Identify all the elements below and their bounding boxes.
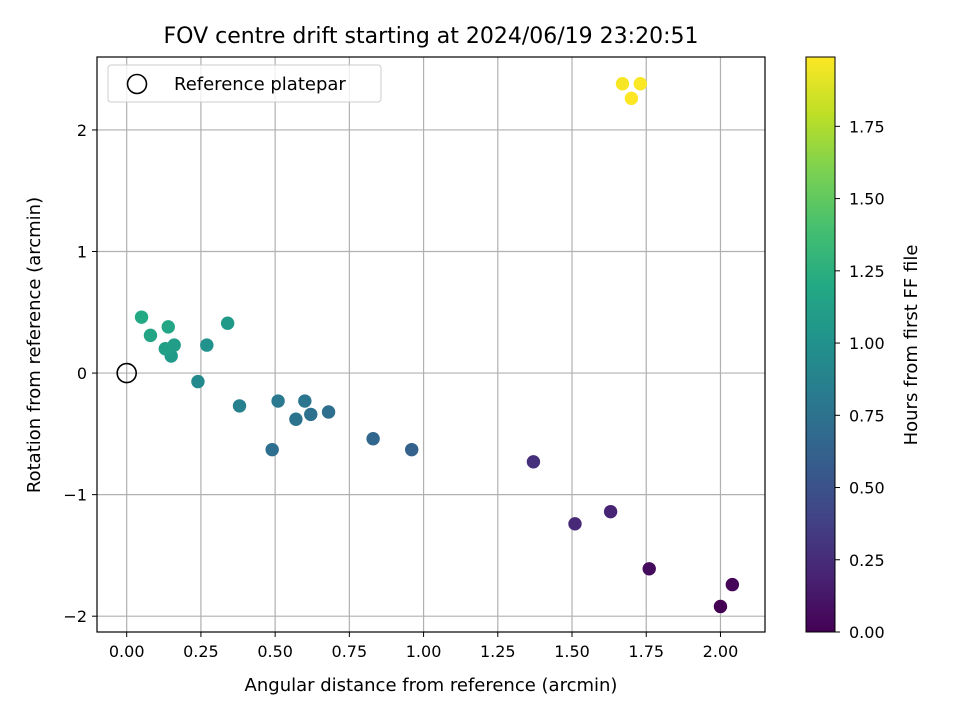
- colorbar-ticks: 0.00 0.25 0.50 0.75 1.00 1.25 1.50 1.75: [835, 117, 885, 642]
- colorbar-tick-label: 1.75: [849, 117, 885, 136]
- data-point: [289, 412, 303, 426]
- reference-platepar-marker: [116, 362, 137, 384]
- data-point: [642, 562, 656, 576]
- data-point: [271, 394, 285, 408]
- colorbar-tick-label: 0.75: [849, 406, 885, 425]
- chart-title: FOV centre drift starting at 2024/06/19 …: [164, 24, 699, 49]
- colorbar-tick-label: 1.25: [849, 262, 885, 281]
- data-point: [624, 91, 639, 106]
- data-point: [366, 432, 380, 446]
- x-tick-label: 0.25: [183, 642, 219, 661]
- data-point: [265, 442, 279, 457]
- data-point: [615, 77, 630, 91]
- y-tick-label: −2: [63, 607, 87, 626]
- data-point: [191, 374, 205, 389]
- colorbar-label: Hours from first FF file: [901, 245, 922, 446]
- data-point: [725, 577, 740, 592]
- data-point: [134, 310, 149, 324]
- data-point: [161, 320, 175, 334]
- grid-lines: [97, 57, 765, 632]
- x-axis-label: Angular distance from reference (arcmin): [245, 675, 618, 696]
- data-point: [633, 77, 648, 91]
- x-tick-label: 0.75: [332, 642, 368, 661]
- y-axis-ticks: −2 −1 0 1 2: [63, 121, 97, 626]
- y-tick-label: 2: [77, 121, 87, 140]
- data-point: [200, 338, 214, 352]
- x-tick-label: 1.25: [480, 642, 516, 661]
- plot-frame: [96, 56, 766, 633]
- x-tick-label: 1.50: [554, 642, 590, 661]
- data-point: [713, 599, 728, 614]
- data-point: [321, 405, 336, 419]
- x-tick-label: 1.00: [406, 642, 442, 661]
- y-tick-label: 0: [77, 364, 87, 383]
- x-tick-label: 2.00: [703, 642, 739, 661]
- legend-reference-marker: [126, 73, 148, 95]
- colorbar-tick-label: 1.00: [849, 334, 885, 353]
- data-point: [405, 442, 419, 457]
- x-tick-label: 1.75: [628, 642, 664, 661]
- y-axis-label: Rotation from reference (arcmin): [24, 197, 45, 493]
- x-tick-label: 0.00: [109, 642, 145, 661]
- x-axis-ticks: 0.00 0.25 0.50 0.75 1.00 1.25 1.50 1.75 2.00: [109, 632, 738, 661]
- data-point: [526, 455, 541, 469]
- data-point: [304, 407, 318, 422]
- data-point: [232, 399, 247, 413]
- colorbar-tick-label: 1.50: [849, 190, 885, 209]
- y-tick-label: −1: [63, 486, 87, 505]
- colorbar: [805, 56, 836, 633]
- data-point: [568, 517, 582, 531]
- y-tick-label: 1: [77, 243, 87, 262]
- legend: Reference platepar: [107, 64, 382, 103]
- colorbar-tick-label: 0.25: [849, 551, 885, 570]
- data-point: [298, 394, 312, 408]
- colorbar-tick-label: 0.50: [849, 479, 885, 498]
- x-tick-label: 0.50: [257, 642, 293, 661]
- legend-frame: [107, 64, 382, 103]
- data-points: [116, 77, 740, 614]
- data-point: [143, 328, 158, 343]
- data-point: [158, 342, 172, 356]
- data-point: [603, 504, 618, 519]
- data-point: [220, 316, 235, 330]
- colorbar-tick-label: 0.00: [849, 623, 885, 642]
- legend-entry: Reference platepar: [174, 74, 346, 95]
